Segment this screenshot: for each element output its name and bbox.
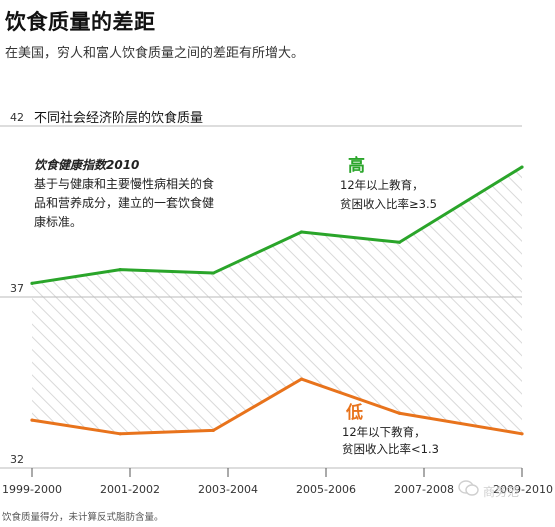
series-label-high: 12年以上教育， bbox=[340, 178, 424, 192]
series-line-high bbox=[31, 165, 523, 285]
index-description-line: 基于与健康和主要慢性病相关的食 bbox=[34, 177, 215, 191]
series-label-low: 贫困收入比率<1.3 bbox=[342, 442, 439, 456]
series-label-low: 12年以下教育， bbox=[342, 425, 426, 439]
x-tick-label: 2007-2008 bbox=[394, 483, 454, 496]
data-point-low bbox=[397, 411, 402, 415]
x-tick-label: 2009-2010 bbox=[493, 483, 553, 496]
watermark-text: 商务范 bbox=[483, 485, 520, 499]
y-tick-label: 32 bbox=[10, 453, 24, 466]
series-name-low: 低 bbox=[345, 402, 363, 423]
index-description-line: 康标准。 bbox=[34, 215, 83, 229]
data-point-low bbox=[118, 432, 122, 436]
data-point-low bbox=[520, 432, 524, 436]
series-name-high: 高 bbox=[348, 155, 365, 176]
series-label-high: 贫困收入比率≥3.5 bbox=[340, 197, 437, 211]
series-line-low bbox=[31, 377, 523, 436]
chart-title: 不同社会经济阶层的饮食质量 bbox=[34, 111, 204, 126]
gap-area bbox=[32, 167, 522, 434]
x-tick-label: 1999-2000 bbox=[2, 483, 62, 496]
data-point-high bbox=[211, 271, 215, 275]
index-description-line: 品和营养成分，建立的一套饮食健 bbox=[34, 196, 215, 210]
x-tick-label: 2005-2006 bbox=[296, 483, 356, 496]
page-title: 饮食质量的差距 bbox=[5, 10, 156, 34]
wechat-icon bbox=[458, 480, 479, 496]
data-point-high bbox=[30, 281, 34, 285]
page-subtitle: 在美国，穷人和富人饮食质量之间的差距有所增大。 bbox=[5, 46, 305, 61]
index-description: 饮食健康指数2010 基于与健康和主要慢性病相关的食 品和营养成分，建立的一套饮… bbox=[34, 156, 234, 232]
y-tick-label: 37 bbox=[10, 282, 24, 295]
data-point-high bbox=[397, 240, 402, 244]
y-tick-label: 42 bbox=[10, 111, 24, 124]
footnote: 饮食质量得分，未计算反式脂肪含量。 bbox=[2, 511, 164, 523]
x-tick-label: 2003-2004 bbox=[198, 483, 258, 496]
data-point-high bbox=[118, 268, 122, 272]
data-point-high bbox=[299, 230, 304, 234]
index-description-title: 饮食健康指数2010 bbox=[34, 158, 140, 172]
data-point-low bbox=[30, 418, 34, 422]
data-point-low bbox=[211, 428, 215, 432]
data-point-high bbox=[520, 165, 524, 169]
data-point-low bbox=[299, 377, 304, 381]
x-tick-label: 2001-2002 bbox=[100, 483, 160, 496]
